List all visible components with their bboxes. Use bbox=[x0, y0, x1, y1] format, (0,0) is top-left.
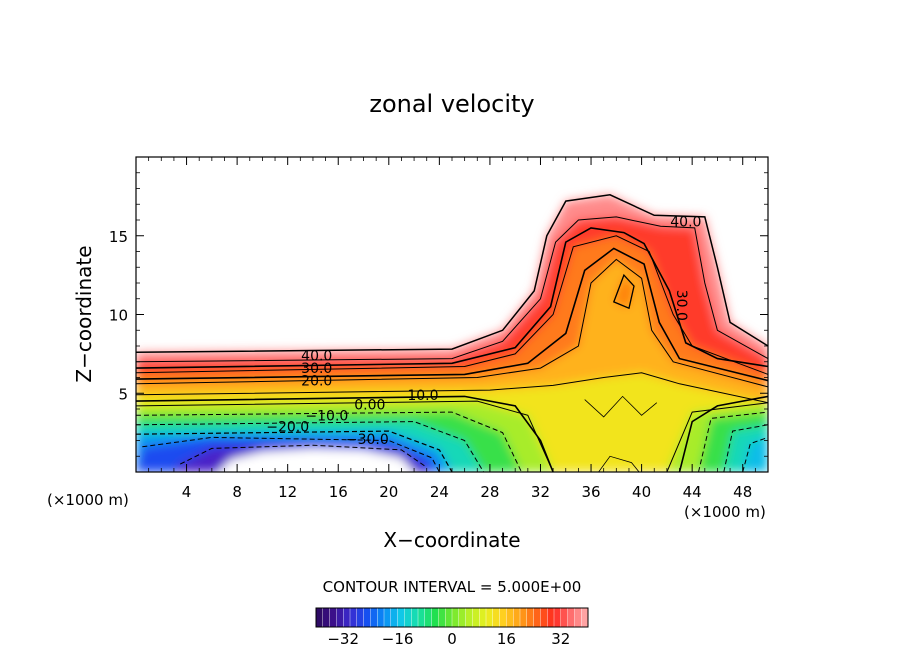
colorbar-cell bbox=[424, 607, 433, 628]
x-tick-label: 36 bbox=[581, 483, 600, 501]
colorbar-tick-label: −16 bbox=[382, 630, 414, 648]
contour-label: −10.0 bbox=[305, 408, 348, 424]
colorbar-cell bbox=[349, 607, 358, 628]
colorbar-cell bbox=[485, 607, 494, 628]
x-tick-label: 8 bbox=[232, 483, 242, 501]
colorbar-frame bbox=[315, 607, 589, 628]
colorbar-cell bbox=[472, 607, 480, 628]
contour-label: 30.0 bbox=[301, 361, 332, 377]
colorbar: −32 −16 0 16 32 bbox=[315, 607, 589, 648]
x-tick-label: 12 bbox=[278, 483, 297, 501]
x-tick-label: 28 bbox=[480, 483, 499, 501]
colorbar-cell bbox=[540, 607, 548, 628]
colorbar-cell bbox=[506, 607, 514, 628]
x-tick-label: 16 bbox=[329, 483, 348, 501]
y-tick-label: 5 bbox=[118, 385, 128, 403]
colorbar-cell bbox=[356, 607, 365, 628]
colorbar-cell bbox=[343, 607, 351, 628]
colorbar-cell bbox=[445, 607, 453, 628]
x-tick-label: 44 bbox=[683, 483, 702, 501]
colorbar-tick-label: 16 bbox=[497, 630, 516, 648]
colorbar-tick-label: 32 bbox=[551, 630, 570, 648]
colorbar-cell bbox=[438, 607, 446, 628]
colorbar-cell bbox=[370, 607, 378, 628]
contour-label: −30.0 bbox=[346, 432, 389, 448]
colorbar-cell bbox=[499, 607, 507, 628]
colorbar-cell bbox=[465, 607, 473, 628]
colorbar-cell bbox=[479, 607, 487, 628]
colorbar-cell bbox=[431, 607, 439, 628]
colorbar-cell bbox=[322, 607, 331, 628]
colorbar-cell bbox=[315, 607, 324, 628]
contour-interval-text: CONTOUR INTERVAL = 5.000E+00 bbox=[323, 578, 582, 596]
chart-title: zonal velocity bbox=[369, 90, 534, 118]
colorbar-cell bbox=[492, 607, 501, 628]
colorbar-cell bbox=[553, 607, 562, 628]
contour-label: 40.0 bbox=[301, 348, 332, 364]
contour-label: 20.0 bbox=[301, 374, 332, 390]
colorbar-cell bbox=[329, 607, 337, 628]
colorbar-cell bbox=[560, 607, 569, 628]
y-tick-label: 10 bbox=[109, 307, 128, 325]
colorbar-cell bbox=[363, 607, 371, 628]
field-layer: 40.030.020.010.00.00−10.0−20.0−30.040.03… bbox=[136, 194, 768, 472]
y-axis: 5 10 15 bbox=[109, 172, 768, 457]
y-axis-label: Z−coordinate bbox=[72, 245, 96, 382]
colorbar-cell bbox=[397, 607, 405, 628]
colorbar-cell bbox=[411, 607, 419, 628]
colorbar-cell bbox=[404, 607, 412, 628]
colorbar-cell bbox=[519, 607, 528, 628]
colorbar-cell bbox=[417, 607, 426, 628]
y-tick-label: 15 bbox=[109, 228, 128, 246]
colorbar-cell bbox=[390, 607, 399, 628]
colorbar-cell bbox=[458, 607, 467, 628]
x-unit-left: (×1000 m) bbox=[47, 491, 129, 509]
colorbar-cell bbox=[574, 607, 582, 628]
x-axis-label: X−coordinate bbox=[383, 528, 520, 552]
colorbar-cell bbox=[451, 607, 460, 628]
colorbar-cell bbox=[567, 607, 575, 628]
colorbar-cell bbox=[336, 607, 344, 628]
x-tick-label: 48 bbox=[733, 483, 752, 501]
contour-label: 0.00 bbox=[354, 397, 385, 413]
contour-label: 10.0 bbox=[407, 388, 438, 404]
colorbar-cell bbox=[383, 607, 392, 628]
colorbar-cell bbox=[533, 607, 541, 628]
x-tick-label: 40 bbox=[632, 483, 651, 501]
colorbar-cell bbox=[377, 607, 385, 628]
x-tick-label: 20 bbox=[379, 483, 398, 501]
colorbar-cell bbox=[581, 607, 589, 628]
colorbar-tick-label: 0 bbox=[447, 630, 457, 648]
colorbar-cell bbox=[513, 607, 521, 628]
x-tick-label: 24 bbox=[430, 483, 449, 501]
x-tick-label: 32 bbox=[531, 483, 550, 501]
colorbar-cell bbox=[526, 607, 535, 628]
x-axis: 4 8 12 16 20 24 28 32 36 40 44 48 bbox=[148, 157, 756, 501]
colorbar-tick-label: −32 bbox=[327, 630, 359, 648]
x-tick-label: 4 bbox=[182, 483, 192, 501]
contour-label: 40.0 bbox=[670, 215, 701, 231]
colorbar-cell bbox=[547, 607, 555, 628]
contour-label: 30.0 bbox=[673, 290, 689, 321]
x-unit-right: (×1000 m) bbox=[684, 503, 766, 521]
contour-label: −20.0 bbox=[266, 419, 309, 435]
